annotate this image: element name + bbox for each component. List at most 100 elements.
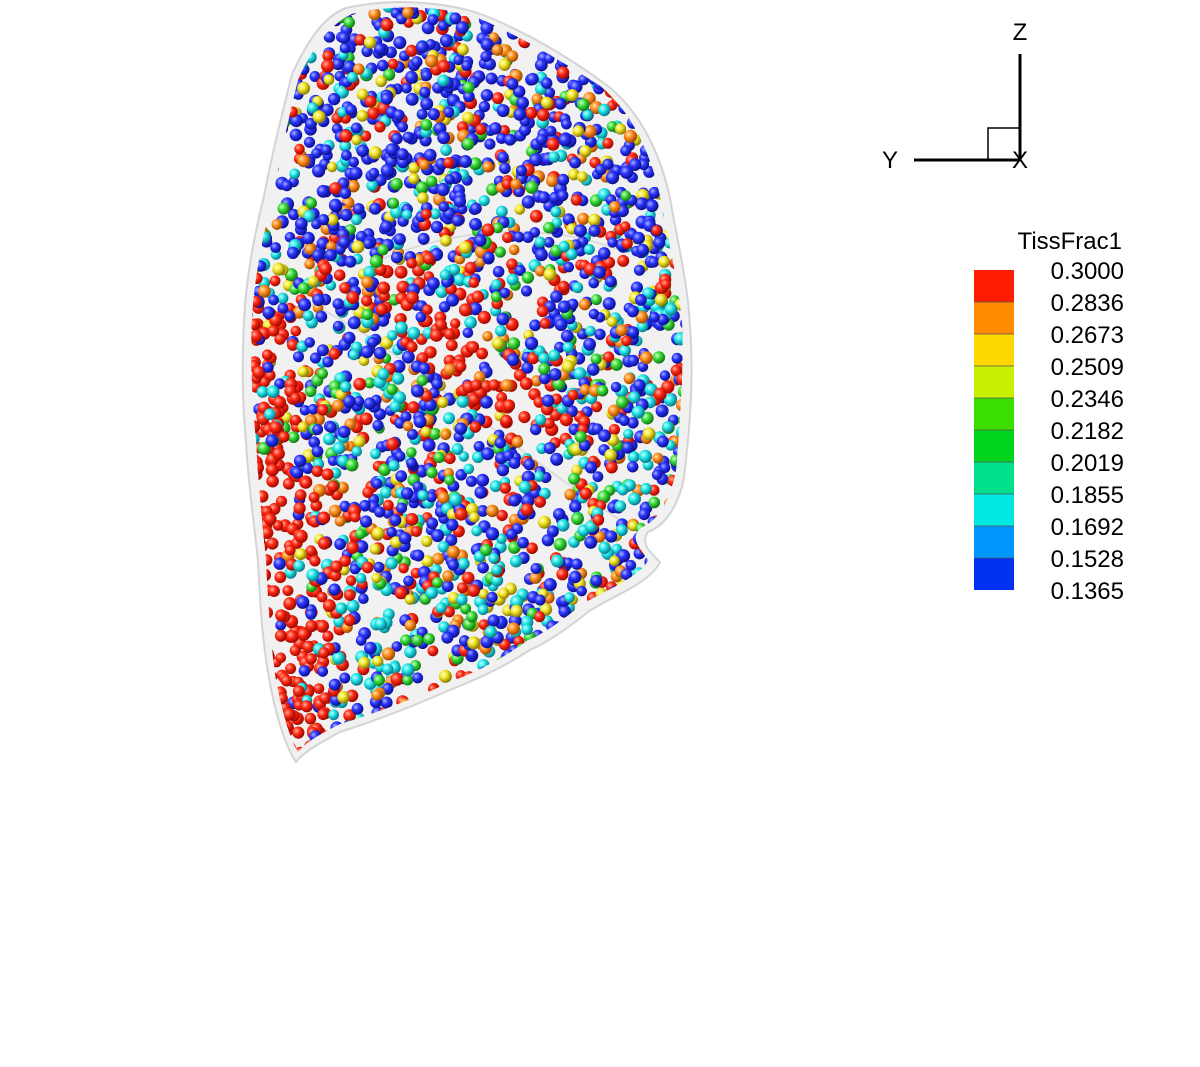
tissue-sphere bbox=[390, 177, 403, 191]
tissue-sphere bbox=[421, 535, 433, 548]
tissue-sphere bbox=[335, 602, 348, 615]
tissue-sphere bbox=[431, 378, 443, 390]
tissue-sphere bbox=[498, 587, 510, 600]
tissue-sphere bbox=[653, 236, 666, 249]
tissue-sphere bbox=[578, 298, 591, 311]
tissue-sphere bbox=[401, 350, 415, 364]
tissue-sphere bbox=[364, 36, 377, 49]
tissue-sphere bbox=[345, 575, 357, 586]
tissue-sphere bbox=[628, 391, 641, 404]
tissue-sphere bbox=[290, 392, 301, 404]
tissue-sphere bbox=[468, 277, 480, 289]
tissue-sphere bbox=[373, 674, 385, 686]
tissue-sphere bbox=[323, 31, 335, 43]
tissue-sphere bbox=[597, 247, 611, 260]
tissue-sphere bbox=[346, 541, 359, 554]
tissue-sphere bbox=[453, 54, 464, 66]
tissue-sphere bbox=[266, 537, 279, 550]
tissue-sphere bbox=[332, 298, 344, 310]
tissue-sphere bbox=[534, 58, 548, 72]
tissue-sphere bbox=[262, 361, 274, 373]
tissue-sphere bbox=[594, 328, 606, 340]
tissue-sphere bbox=[289, 128, 303, 142]
tissue-sphere bbox=[623, 129, 638, 143]
tissue-sphere bbox=[266, 385, 280, 399]
tissue-sphere bbox=[338, 236, 351, 249]
tissue-sphere bbox=[524, 336, 539, 350]
tissue-sphere bbox=[293, 560, 305, 572]
tissue-sphere bbox=[535, 134, 547, 146]
tissue-sphere bbox=[304, 337, 315, 348]
tissue-sphere bbox=[325, 421, 337, 433]
tissue-sphere bbox=[304, 258, 315, 270]
tissue-sphere bbox=[370, 448, 381, 460]
tissue-sphere bbox=[663, 393, 677, 407]
tissue-sphere bbox=[593, 266, 606, 279]
tissue-sphere bbox=[318, 214, 330, 226]
tissue-sphere bbox=[274, 571, 287, 584]
tissue-sphere bbox=[268, 294, 279, 306]
tissue-sphere bbox=[437, 491, 450, 504]
tissue-sphere bbox=[607, 237, 618, 248]
tissue-sphere bbox=[566, 89, 579, 102]
tissue-sphere bbox=[466, 649, 478, 660]
tissue-sphere bbox=[469, 302, 482, 316]
tissue-sphere bbox=[543, 578, 557, 592]
tissue-sphere bbox=[297, 421, 309, 433]
tissue-sphere bbox=[441, 580, 454, 593]
tissue-sphere bbox=[284, 544, 296, 556]
tissue-sphere bbox=[337, 691, 350, 704]
tissue-sphere bbox=[456, 395, 470, 408]
tissue-sphere bbox=[371, 572, 382, 584]
tissue-sphere bbox=[306, 568, 320, 582]
tissue-sphere bbox=[478, 588, 489, 600]
tissue-sphere bbox=[407, 401, 420, 414]
tissue-sphere bbox=[605, 530, 618, 543]
tissue-sphere bbox=[426, 491, 437, 503]
legend-tick-label: 0.2346 bbox=[1051, 386, 1124, 413]
legend-tick-label: 0.2673 bbox=[1051, 322, 1124, 349]
tissue-sphere bbox=[466, 611, 478, 623]
tissue-sphere bbox=[377, 59, 389, 72]
tissue-sphere bbox=[453, 195, 466, 208]
tissue-sphere bbox=[484, 625, 497, 638]
tissue-sphere bbox=[312, 293, 325, 307]
tissue-sphere bbox=[429, 328, 443, 342]
tissue-sphere bbox=[428, 427, 441, 440]
tissue-sphere bbox=[343, 709, 356, 722]
tissue-sphere bbox=[554, 341, 566, 353]
tissue-sphere bbox=[402, 420, 414, 432]
tissue-sphere bbox=[269, 275, 281, 287]
tissue-sphere bbox=[476, 505, 489, 517]
tissue-sphere bbox=[381, 647, 396, 661]
tissue-sphere bbox=[393, 233, 406, 246]
tissue-sphere bbox=[312, 110, 326, 124]
tissue-sphere bbox=[562, 341, 574, 354]
tissue-sphere bbox=[350, 214, 363, 226]
tissue-sphere bbox=[625, 559, 637, 571]
tissue-sphere bbox=[468, 157, 482, 171]
tissue-sphere bbox=[366, 179, 379, 192]
tissue-sphere bbox=[397, 121, 408, 133]
tissue-sphere bbox=[554, 97, 567, 110]
tissue-sphere bbox=[309, 71, 321, 82]
tissue-sphere bbox=[406, 447, 417, 458]
tissue-sphere bbox=[447, 559, 459, 571]
tissue-sphere bbox=[361, 276, 374, 289]
tissue-sphere bbox=[327, 480, 339, 493]
tissue-sphere bbox=[395, 470, 408, 483]
tissue-sphere bbox=[572, 282, 584, 294]
tissue-sphere bbox=[591, 401, 603, 413]
tissue-sphere bbox=[467, 584, 481, 597]
tissue-sphere bbox=[481, 447, 495, 461]
tissue-sphere bbox=[500, 414, 513, 427]
tissue-sphere bbox=[422, 252, 435, 265]
tissue-sphere bbox=[664, 302, 678, 316]
tissue-sphere bbox=[292, 726, 305, 739]
tissue-sphere bbox=[405, 70, 418, 84]
tissue-sphere bbox=[469, 512, 480, 523]
tissue-sphere bbox=[609, 555, 620, 567]
tissue-sphere bbox=[518, 411, 531, 424]
tissue-sphere bbox=[359, 500, 371, 512]
tissue-sphere bbox=[261, 526, 274, 539]
